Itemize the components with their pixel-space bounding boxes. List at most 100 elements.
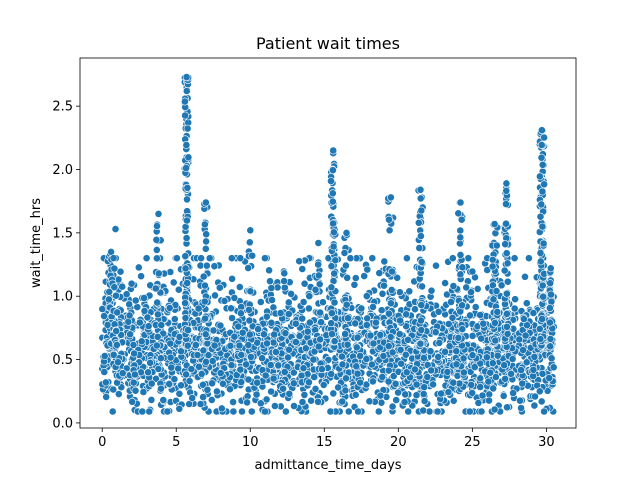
data-point [113, 308, 122, 317]
data-point [351, 390, 360, 399]
data-point [529, 309, 538, 317]
data-point [304, 304, 313, 313]
data-point [166, 353, 175, 362]
data-point [201, 198, 210, 207]
data-point [245, 305, 253, 314]
data-point [363, 314, 372, 323]
data-point [417, 258, 426, 266]
data-point [369, 302, 377, 311]
data-point [217, 404, 226, 413]
data-point [152, 245, 161, 254]
data-point [536, 249, 545, 257]
data-point [118, 369, 127, 378]
data-point [165, 379, 174, 388]
data-point [184, 153, 193, 162]
data-point [353, 369, 362, 378]
y-axis-ticks: 0.0 0.5 1.0 1.5 2.0 2.5 [52, 100, 80, 431]
data-point [237, 378, 246, 387]
data-point [202, 261, 211, 270]
data-point [183, 279, 192, 287]
data-point [328, 197, 337, 206]
data-point [199, 393, 207, 401]
data-point [388, 267, 396, 276]
data-point [193, 351, 202, 359]
data-point [412, 380, 421, 389]
data-point [537, 397, 546, 406]
data-point [331, 256, 340, 265]
data-point [393, 273, 402, 282]
data-point [515, 335, 524, 344]
x-tick-label: 5 [172, 435, 180, 450]
data-point [346, 254, 355, 263]
data-point [536, 212, 545, 221]
data-point [291, 319, 300, 328]
data-point [482, 353, 491, 362]
data-point [260, 254, 269, 263]
data-point [507, 369, 515, 378]
data-point [416, 316, 425, 325]
data-point [197, 369, 206, 378]
data-point [456, 270, 465, 279]
data-point [183, 195, 191, 204]
data-point [402, 368, 411, 377]
data-point [404, 407, 413, 416]
data-point [429, 380, 437, 389]
x-tick-label: 0 [98, 435, 106, 450]
data-point [290, 402, 298, 410]
data-point [279, 384, 287, 393]
data-point [263, 339, 271, 348]
data-point [127, 279, 136, 288]
data-point [138, 407, 147, 416]
data-point [226, 341, 235, 350]
data-point [537, 153, 546, 162]
data-point [244, 375, 253, 384]
data-point [400, 398, 409, 406]
data-point [470, 363, 479, 371]
data-point [197, 254, 205, 263]
data-point [152, 254, 161, 263]
y-tick-label: 2.0 [52, 163, 73, 178]
data-point [343, 273, 352, 282]
data-point [372, 318, 380, 327]
data-point [208, 379, 216, 388]
data-point [212, 387, 221, 396]
data-point [456, 250, 465, 259]
data-point [328, 166, 337, 175]
data-point [510, 304, 519, 313]
data-point [395, 330, 404, 338]
data-point [135, 318, 144, 327]
data-point [199, 346, 208, 355]
data-point [457, 215, 466, 224]
data-point [227, 361, 236, 370]
data-point [205, 254, 214, 263]
data-point [377, 306, 386, 315]
data-point [268, 296, 276, 304]
data-point [319, 380, 328, 389]
data-point [417, 206, 426, 215]
data-point [183, 183, 192, 192]
data-point [177, 381, 185, 390]
data-point [354, 407, 362, 416]
data-point [529, 365, 538, 374]
data-point [508, 355, 517, 363]
data-point [182, 370, 190, 379]
data-point [182, 73, 191, 81]
data-point [108, 407, 117, 416]
data-point [433, 407, 442, 416]
data-point [511, 295, 519, 304]
data-point [387, 285, 396, 294]
data-point [356, 351, 364, 360]
data-point [456, 233, 465, 242]
data-point [102, 392, 111, 401]
data-point [285, 389, 294, 398]
data-point [316, 335, 324, 344]
data-point [342, 374, 350, 383]
data-point [342, 300, 351, 309]
data-point [305, 318, 314, 327]
data-point [441, 347, 449, 356]
data-point [153, 298, 162, 307]
data-point [182, 141, 191, 149]
data-point [536, 257, 545, 266]
data-point [368, 254, 377, 263]
